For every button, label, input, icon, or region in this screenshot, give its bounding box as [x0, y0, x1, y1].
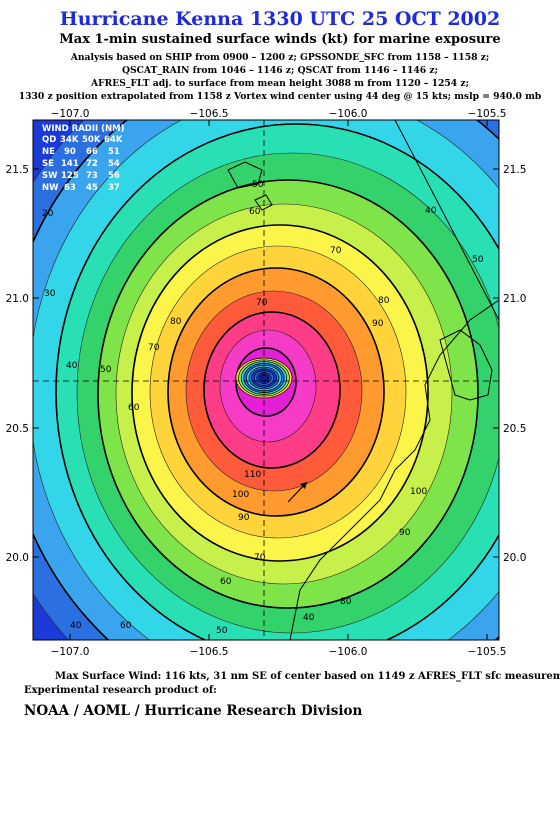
map-title: Hurricane Kenna 1330 UTC 25 OCT 2002 — [59, 8, 501, 30]
contour-label: 70 — [330, 246, 342, 256]
analysis-note-3: AFRES_FLT adj. to surface from mean heig… — [91, 78, 469, 89]
wind-radii-row-ne-quadrant: NE — [42, 147, 55, 157]
latitude-axis: 21.5 21.0 20.5 20.0 21.5 21.0 20.5 20.0 — [6, 164, 527, 564]
lon-tick-top-106: −106.0 — [329, 108, 368, 120]
wind-radii-row-sw-quadrant: SW — [42, 171, 58, 181]
wind-radii-row-sw-64k: 56 — [108, 171, 120, 181]
wind-contour-field: 20 30 40 50 60 70 80 90 100 110 40 50 70 80 90 60 70 50 40… — [33, 120, 499, 640]
wind-radii-row-ne-34k: 90 — [64, 147, 76, 157]
map-subtitle: Max 1-min sustained surface winds (kt) f… — [59, 32, 501, 47]
contour-label: 80 — [340, 597, 352, 607]
wind-radii-row-sw-50k: 73 — [86, 171, 98, 181]
wind-radii-table: WIND RADII (NM) QD 34K 50K 64K NE 90 66 … — [42, 124, 125, 193]
contour-label: 90 — [399, 528, 411, 538]
lat-tick-right-21-5: 21.5 — [503, 164, 526, 176]
contour-label: 50 — [252, 180, 264, 190]
organization-name: NOAA / AOML / Hurricane Research Divisio… — [24, 703, 363, 719]
analysis-note-1: Analysis based on SHIP from 0900 – 1200 … — [70, 52, 490, 63]
contour-label: 80 — [378, 296, 390, 306]
wind-radii-row-nw-34k: 63 — [64, 183, 76, 193]
contour-label: 80 — [170, 317, 182, 327]
lat-tick-right-21-0: 21.0 — [503, 293, 526, 305]
longitude-axis: −107.0 −106.5 −106.0 −105.5 −107.0 −106.… — [51, 108, 507, 658]
contour-label: 30 — [44, 289, 56, 299]
peninsula-outline — [439, 329, 493, 401]
contour-label: 70 — [148, 343, 160, 353]
lon-tick-bottom-106-5: −106.5 — [190, 646, 229, 658]
contour-label: 90 — [372, 319, 384, 329]
contour-label: 60 — [220, 577, 232, 587]
analysis-note-4: 1330 z position extrapolated from 1158 z… — [18, 91, 542, 102]
wind-radii-header-50k: 50K — [82, 135, 101, 145]
contour-label: 40 — [425, 206, 437, 216]
contour-label: 90 — [238, 513, 250, 523]
contour-label: 60 — [249, 207, 261, 217]
contour-label: 20 — [42, 209, 54, 219]
lat-tick-right-20-5: 20.5 — [503, 423, 526, 435]
contour-label: 40 — [66, 361, 78, 371]
small-island-outline — [254, 194, 273, 211]
wind-radii-header-34k: 34K — [60, 135, 79, 145]
contour-label: 50 — [472, 255, 484, 265]
lat-tick-left-20-5: 20.5 — [6, 423, 29, 435]
wind-radii-row-ne-50k: 66 — [86, 147, 98, 157]
contour-label: 70 — [254, 553, 266, 563]
lat-tick-right-20-0: 20.0 — [503, 552, 526, 564]
plot-frame — [32, 119, 500, 641]
contour-label: 40 — [70, 621, 82, 631]
contour-label: 100 — [232, 490, 249, 500]
lon-tick-top-105-5: −105.5 — [468, 108, 507, 120]
contour-label: 60 — [120, 621, 132, 631]
experimental-note: Experimental research product of: — [24, 685, 217, 696]
wind-radii-row-ne-64k: 51 — [108, 147, 120, 157]
wind-radii-title: WIND RADII (NM) — [42, 124, 125, 134]
lon-tick-bottom-106: −106.0 — [329, 646, 368, 658]
contour-label: 40 — [303, 613, 315, 623]
lat-tick-left-21-5: 21.5 — [6, 164, 29, 176]
wind-radii-header-64k: 64K — [104, 135, 123, 145]
wind-radii-row-se-50k: 72 — [86, 159, 98, 169]
max-wind-summary: Max Surface Wind: 116 kts, 31 nm SE of c… — [55, 671, 560, 682]
island-outline — [227, 161, 263, 189]
wind-radii-row-sw-34k: 125 — [61, 171, 79, 181]
contour-label: 100 — [410, 487, 427, 497]
wind-radii-header-qd: QD — [42, 135, 56, 145]
contour-label: 50 — [216, 626, 228, 636]
wind-radii-row-nw-64k: 37 — [108, 183, 120, 193]
contour-label: 60 — [128, 403, 140, 413]
storm-motion-arrowhead — [300, 482, 307, 489]
analysis-note-2: QSCAT_RAIN from 1046 – 1146 z; QSCAT fro… — [121, 65, 439, 76]
contour-label: 50 — [100, 365, 112, 375]
lon-tick-top-107: −107.0 — [51, 108, 90, 120]
wind-radii-row-se-quadrant: SE — [42, 159, 54, 169]
wind-radii-row-se-64k: 54 — [108, 159, 120, 169]
wind-radii-row-nw-quadrant: NW — [42, 183, 59, 193]
lat-tick-left-20-0: 20.0 — [6, 552, 29, 564]
wind-radii-row-se-34k: 141 — [61, 159, 79, 169]
coastline — [289, 120, 499, 640]
lon-tick-bottom-107: −107.0 — [51, 646, 90, 658]
lat-tick-left-21-0: 21.0 — [6, 293, 29, 305]
lon-tick-bottom-105-5: −105.5 — [468, 646, 507, 658]
wind-radii-row-nw-50k: 45 — [86, 183, 98, 193]
lon-tick-top-106-5: −106.5 — [190, 108, 229, 120]
contour-label: 70 — [256, 298, 268, 308]
contour-label: 110 — [244, 470, 261, 480]
